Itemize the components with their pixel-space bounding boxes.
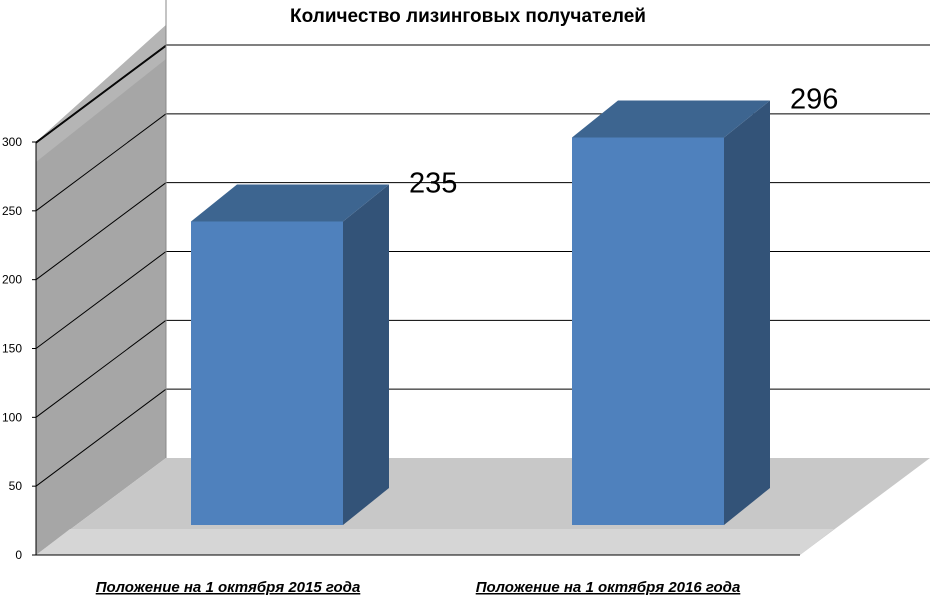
y-tick-label: 300 (2, 135, 22, 149)
bar (191, 221, 343, 525)
chart-floor (36, 458, 930, 555)
data-label: 235 (409, 167, 457, 199)
gridline-side (35, 44, 167, 143)
y-tick-label: 0 (15, 548, 22, 562)
bar (572, 137, 724, 526)
bar-side (343, 184, 389, 525)
y-tick-label: 100 (2, 410, 22, 424)
bar-top (191, 184, 389, 222)
side-wall (36, 25, 166, 555)
bar-side (724, 100, 770, 526)
gridline-side (35, 251, 167, 349)
labels: 235 Положение на 1 октября 2015 года 296 По… (96, 84, 839, 596)
gridline-side (35, 388, 167, 487)
y-tick-label: 150 (2, 342, 22, 356)
axes: 0 50 100 150 200 250 300 (2, 135, 800, 562)
gridline-side (35, 45, 167, 144)
gridline-side (35, 182, 167, 281)
bar-top (572, 100, 770, 138)
floor-front-strip (36, 529, 834, 555)
category-label: Положение на 1 октября 2016 года (476, 579, 741, 596)
gridlines (35, 0, 930, 487)
bars (191, 100, 770, 526)
y-tick-label: 50 (9, 479, 23, 493)
gridline-side (35, 113, 167, 212)
data-label: 296 (790, 84, 838, 116)
gridline-side (35, 319, 167, 418)
category-label: Положение на 1 октября 2015 года (96, 579, 361, 596)
y-tick-label: 200 (2, 273, 22, 287)
y-tick-label: 250 (2, 204, 22, 218)
chart-title: Количество лизинговых получателей (290, 6, 646, 27)
